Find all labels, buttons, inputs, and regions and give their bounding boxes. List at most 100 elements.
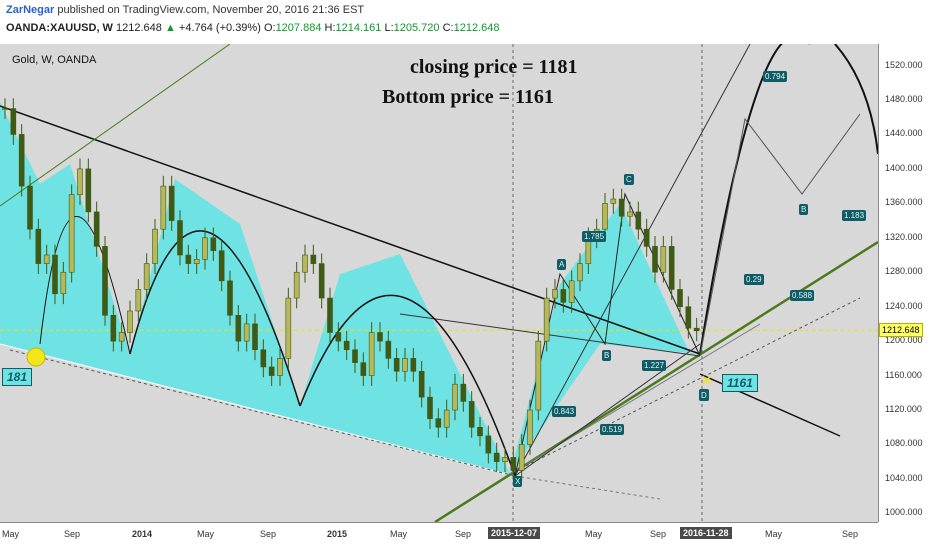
candle-body bbox=[568, 280, 575, 303]
candle-body bbox=[560, 289, 567, 303]
y-tick-label: 1480.000 bbox=[885, 93, 923, 104]
dashed-projection bbox=[509, 297, 861, 475]
last-price-tag: 1212.648 bbox=[879, 323, 923, 338]
candle-body bbox=[293, 271, 300, 299]
y-tick-label: 1160.000 bbox=[885, 369, 922, 380]
candle-body bbox=[277, 358, 283, 376]
y-tick-label: 1520.000 bbox=[885, 59, 923, 70]
candle-body bbox=[685, 306, 692, 329]
low-value: 1205.720 bbox=[393, 22, 440, 34]
candle-body bbox=[477, 426, 483, 437]
candle-body bbox=[77, 168, 83, 196]
candle-body bbox=[418, 370, 425, 398]
candle-body bbox=[110, 314, 117, 342]
arc-2 bbox=[299, 294, 516, 477]
candle-body bbox=[527, 409, 533, 445]
candle-body bbox=[643, 228, 650, 247]
candle-body bbox=[27, 185, 33, 230]
close-value: 1212.648 bbox=[453, 22, 500, 34]
lower-trendline bbox=[0, 343, 516, 477]
pattern-label-c: C bbox=[624, 174, 634, 185]
ratio-label-5: 0.29 bbox=[744, 274, 764, 285]
candle-body bbox=[518, 444, 525, 471]
y-tick-label: 1080.000 bbox=[885, 438, 923, 449]
y-tick-label: 1360.000 bbox=[885, 197, 923, 208]
arc-0 bbox=[39, 216, 131, 355]
highlight-marker bbox=[26, 347, 46, 367]
candle-body bbox=[385, 340, 392, 359]
left-price-box: 181 bbox=[2, 368, 33, 386]
projection-arc-2 bbox=[834, 44, 878, 155]
candle-body bbox=[493, 452, 500, 463]
candle-body bbox=[210, 237, 217, 252]
x-tick-label: Sep bbox=[64, 529, 81, 539]
publish-header: ZarNegar published on TradingView.com, N… bbox=[0, 0, 932, 38]
candle-body bbox=[660, 246, 667, 273]
candle-body bbox=[218, 250, 225, 282]
candle-body bbox=[543, 297, 550, 342]
candle-body bbox=[102, 246, 108, 316]
candle-body bbox=[35, 228, 42, 264]
y-tick-label: 1120.000 bbox=[885, 404, 922, 415]
green-diagonal bbox=[0, 44, 231, 207]
candle-body bbox=[18, 134, 25, 187]
candle-body bbox=[460, 383, 467, 402]
pattern-label-b: B bbox=[602, 350, 612, 361]
candle-body bbox=[652, 246, 658, 273]
candle-body bbox=[177, 220, 183, 256]
publish-text: published on TradingView.com, November 2… bbox=[57, 4, 365, 16]
open-value: 1207.884 bbox=[275, 22, 322, 34]
ohlc-line: OANDA:XAUUSD, W 1212.648 ▲ +4.764 (+0.39… bbox=[6, 22, 500, 34]
candle-body bbox=[610, 198, 617, 204]
candle-body bbox=[185, 254, 192, 264]
candle-body bbox=[343, 340, 350, 351]
x-tick-label: May bbox=[765, 529, 783, 539]
upper-trendline bbox=[0, 105, 701, 355]
candle-body bbox=[318, 263, 325, 299]
candle-body bbox=[2, 108, 8, 110]
y-tick-label: 1200.000 bbox=[885, 335, 923, 346]
green-support-line bbox=[434, 240, 878, 522]
candle-body bbox=[43, 254, 50, 264]
price-axis[interactable]: 1000.000 1040.000 1080.000 1120.000 1160.000… bbox=[878, 44, 932, 522]
candle-body bbox=[135, 289, 142, 312]
x-up-line bbox=[514, 44, 751, 477]
candle-body bbox=[168, 185, 175, 221]
down-projection bbox=[699, 373, 841, 437]
symbol-label: OANDA:XAUUSD, W bbox=[6, 22, 113, 34]
chart-title: Gold, W, OANDA bbox=[12, 54, 97, 66]
candle-body bbox=[427, 396, 433, 419]
chart-plot-area[interactable]: ✕ Gold, W, OANDA closing price = 1181 Bo… bbox=[0, 44, 878, 522]
x-tick-label: 2015 bbox=[327, 529, 348, 539]
x-tick-label: May bbox=[197, 529, 215, 539]
candle-body bbox=[85, 168, 92, 213]
xb-line bbox=[514, 343, 701, 477]
candle-body bbox=[368, 332, 375, 376]
x-tick-label: May bbox=[585, 529, 603, 539]
x-tick-label: May bbox=[390, 529, 408, 539]
change-arrow-icon: ▲ bbox=[164, 22, 176, 34]
arc-1 bbox=[129, 230, 301, 407]
pattern-label-d: D bbox=[699, 390, 709, 401]
y-tick-label: 1440.000 bbox=[885, 128, 923, 139]
candle-body bbox=[393, 358, 400, 372]
time-axis[interactable]: May Sep 2014 May Sep 2015 May Sep 2015-12-07 May S… bbox=[0, 522, 878, 551]
candle-body bbox=[535, 340, 542, 411]
candle-body bbox=[68, 194, 75, 273]
candle-body bbox=[352, 349, 358, 363]
ratio-label-7: 0.794 bbox=[763, 71, 788, 82]
candle-body bbox=[677, 289, 683, 307]
candle-body bbox=[360, 362, 367, 376]
projection-arc bbox=[699, 44, 810, 355]
y-tick-label: 1400.000 bbox=[885, 162, 923, 173]
candle-body bbox=[693, 327, 700, 332]
ratio-label-6: 0.588 bbox=[790, 290, 815, 301]
candle-body bbox=[335, 332, 342, 342]
y-tick-label: 1240.000 bbox=[885, 300, 923, 311]
candle-body bbox=[443, 409, 450, 428]
candle-body bbox=[502, 457, 508, 463]
author-link[interactable]: ZarNegar bbox=[6, 4, 55, 16]
y-tick-label: 1280.000 bbox=[885, 266, 923, 277]
high-label: H: bbox=[324, 22, 336, 34]
candle-body bbox=[510, 457, 517, 471]
